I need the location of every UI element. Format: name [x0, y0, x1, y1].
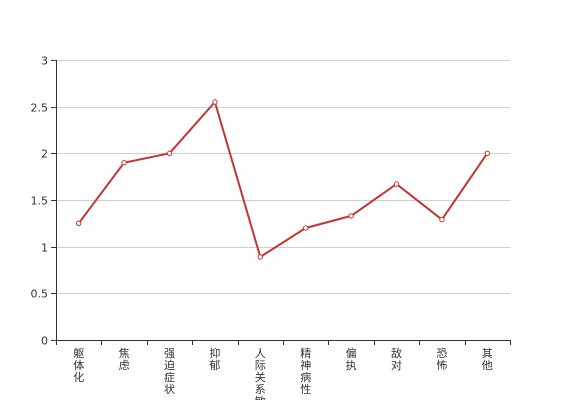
grid-layer — [56, 60, 510, 294]
y-tick-label: 1.5 — [31, 195, 49, 208]
series-line — [77, 101, 489, 258]
data-point-0[interactable] — [76, 220, 82, 227]
data-point-5[interactable] — [303, 225, 309, 231]
y-tick-label: 0.5 — [31, 288, 49, 301]
y-tick-label: 2 — [41, 148, 48, 161]
x-category-label: 人际关系敏感 — [255, 347, 266, 400]
series-layer — [76, 99, 490, 260]
x-category-label: 强迫症状 — [164, 347, 175, 396]
x-category-label: 焦虑 — [119, 347, 130, 372]
data-point-9[interactable] — [484, 150, 490, 157]
y-tick-label: 1 — [41, 242, 48, 255]
x-category-label: 精神病性 — [300, 347, 311, 396]
data-point-6[interactable] — [348, 213, 354, 219]
y-tick-label: 3 — [41, 55, 48, 68]
y-tick-label: 0 — [41, 335, 48, 348]
data-point-3[interactable] — [212, 99, 218, 105]
labels-layer: 0 0.5 1 1.5 2 2.5 3 躯体化 焦虑 强迫症状 抑郁 人际关系敏感 精神病性 偏执 敌对 恐怖… — [31, 55, 493, 400]
y-tick-label: 2.5 — [31, 102, 49, 115]
data-point-1[interactable] — [121, 160, 127, 166]
data-point-4[interactable] — [257, 254, 263, 260]
data-point-8[interactable] — [439, 216, 445, 223]
x-category-label: 恐怖 — [436, 347, 447, 372]
data-point-2[interactable] — [166, 150, 173, 157]
x-category-label: 抑郁 — [209, 346, 220, 372]
data-point-7[interactable] — [393, 181, 400, 187]
x-category-label: 其他 — [482, 347, 493, 372]
x-category-label: 偏执 — [346, 346, 357, 372]
x-category-label: 躯体化 — [73, 347, 84, 384]
axes-layer — [51, 60, 511, 345]
x-category-label: 敌对 — [391, 346, 402, 372]
